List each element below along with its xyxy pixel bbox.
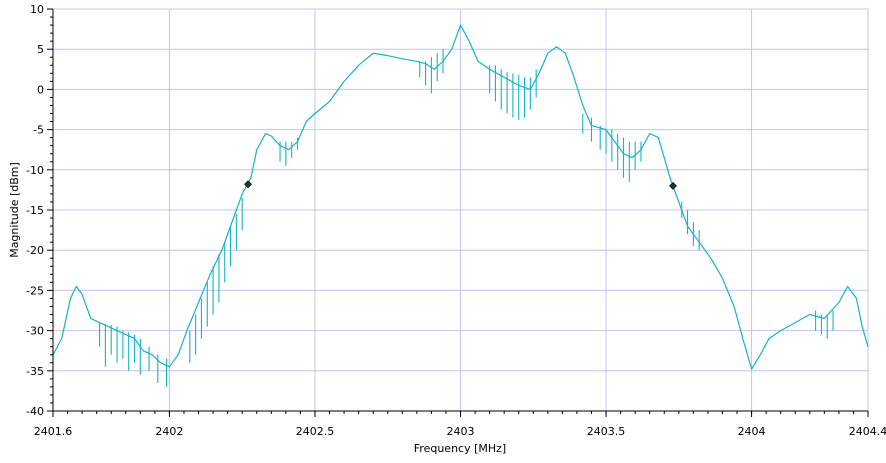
y-axis-label: Magnitude [dBm] [8, 162, 21, 258]
series-layer [52, 24, 869, 387]
y-tick-label: -25 [26, 284, 44, 297]
y-tick-label: -15 [26, 204, 44, 217]
y-tick-label: -20 [26, 244, 44, 257]
marker-layer [244, 180, 677, 190]
y-tick-label: 5 [37, 43, 44, 56]
x-tick-label: 2403.5 [587, 425, 626, 438]
x-tick-label: 2404 [738, 425, 766, 438]
y-tick-label: 0 [37, 83, 44, 96]
data-marker [244, 180, 252, 189]
axes: 10 5 0 -5 -10 -15 -20 -25 -30 -35 -40 2401.6 2402 240… [26, 3, 886, 438]
y-tick-label: -40 [26, 405, 44, 418]
y-tick-label: 10 [30, 3, 44, 16]
y-tick-label: -35 [26, 365, 44, 378]
y-tick-label: -30 [26, 325, 44, 338]
y-tick-label: -5 [33, 124, 44, 137]
data-marker [669, 181, 677, 190]
x-tick-label: 2404.4 [849, 425, 886, 438]
x-tick-label: 2402 [155, 425, 183, 438]
x-tick-label: 2401.6 [34, 425, 73, 438]
y-tick-label: -10 [26, 164, 44, 177]
x-tick-label: 2402.5 [296, 425, 335, 438]
x-axis-label: Frequency [MHz] [414, 442, 506, 455]
x-tick-label: 2403 [447, 425, 475, 438]
